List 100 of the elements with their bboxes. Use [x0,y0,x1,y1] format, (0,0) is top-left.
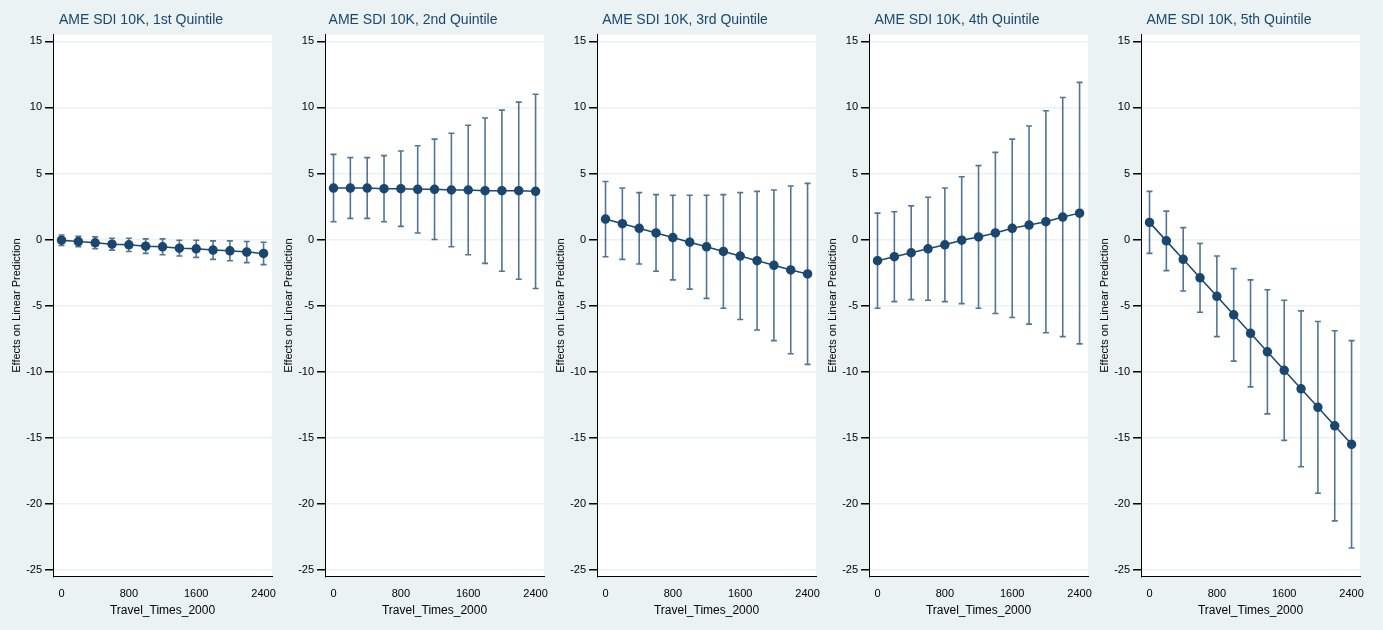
x-tick-label: 2400 [251,587,276,600]
point [651,228,661,238]
point [701,242,712,252]
point [1178,254,1188,265]
y-tick-label: -20 [842,496,859,509]
y-tick-label: -10 [26,364,43,377]
chart-title: AME SDI 10K, 1st Quintile [58,11,224,28]
point [1144,217,1155,228]
point [752,255,762,266]
chart-title: AME SDI 10K, 2nd Quintile [328,11,498,28]
x-tick-label: 0 [602,587,609,600]
y-tick-label: -5 [32,298,43,311]
chart-title: AME SDI 10K, 4th Quintile [874,11,1040,28]
y-tick-label: -5 [1120,298,1131,311]
y-tick-label: 15 [845,34,859,47]
y-tick-label: -25 [298,562,315,575]
y-axis-title: Effects on Linear Prediction [1097,238,1110,373]
x-tick-label: 800 [391,587,411,600]
y-tick-label: -15 [26,430,43,443]
point [735,251,745,261]
y-axis-title: Effects on Linear Prediction [553,238,566,373]
point [1313,402,1323,413]
y-tick-label: 10 [573,100,587,113]
y-tick-label: 15 [29,34,43,47]
y-tick-label: -5 [576,298,587,311]
x-tick-label: 1600 [183,587,209,600]
point [718,246,729,257]
y-tick-label: 5 [851,166,859,179]
y-tick-label: -20 [1114,496,1131,509]
y-tick-label: -20 [570,496,587,509]
point [600,214,611,224]
y-tick-label: -10 [570,364,587,377]
point [258,248,269,259]
point [769,260,779,271]
y-axis-title: Effects on Linear Prediction [281,238,294,373]
y-tick-label: -15 [842,430,859,443]
point [906,248,916,258]
x-tick-label: 800 [119,587,139,600]
point [1296,384,1306,394]
point [889,251,900,262]
x-tick-label: 0 [874,587,881,600]
x-tick-label: 2400 [1339,587,1364,600]
x-tick-label: 2400 [795,587,820,600]
y-tick-label: -25 [842,562,859,575]
point [684,237,695,247]
x-tick-label: 800 [663,587,683,600]
y-axis-title: Effects on Linear Prediction [9,238,22,373]
y-tick-label: -10 [1114,364,1131,377]
point [956,235,967,245]
point [1329,421,1340,431]
point [140,241,151,251]
x-tick-label: 2400 [523,587,548,600]
y-tick-label: 0 [307,232,315,245]
x-axis-title: Travel_Times_2000 [653,603,760,618]
point [1212,291,1222,302]
x-axis-title: Travel_Times_2000 [1197,603,1304,618]
y-axis-title: Effects on Linear Prediction [825,238,838,373]
x-axis-title: Travel_Times_2000 [925,603,1032,618]
point [1041,216,1051,227]
point [1346,439,1357,450]
point [973,232,984,242]
y-tick-label: 5 [307,166,315,179]
y-tick-label: 10 [1117,100,1131,113]
y-tick-label: 0 [851,232,859,245]
x-tick-label: 1600 [455,587,481,600]
y-tick-label: 10 [845,100,859,113]
x-axis-title: Travel_Times_2000 [381,603,488,618]
point [1074,208,1085,218]
y-tick-label: -20 [26,496,43,509]
point [191,244,201,254]
point [1057,212,1068,222]
point [872,255,883,266]
y-tick-label: 0 [35,232,43,245]
x-tick-label: 1600 [727,587,753,600]
y-tick-label: -5 [304,298,315,311]
y-tick-label: -5 [848,298,859,311]
y-tick-label: -10 [842,364,859,377]
y-tick-label: 5 [35,166,43,179]
y-tick-label: 15 [301,34,315,47]
y-tick-label: -25 [1114,562,1131,575]
point [1279,365,1289,376]
x-axis-title: Travel_Times_2000 [109,603,216,618]
x-tick-label: 1600 [1271,587,1297,600]
point [1024,220,1034,230]
point [225,246,235,256]
chart-title: AME SDI 10K, 5th Quintile [1146,11,1312,28]
y-tick-label: 0 [1123,232,1131,245]
chart-title: AME SDI 10K, 3rd Quintile [602,11,769,28]
y-tick-label: 10 [29,100,43,113]
point [1195,273,1205,283]
y-tick-label: -15 [570,430,587,443]
x-tick-label: 800 [935,587,955,600]
point [634,223,644,234]
y-tick-label: -15 [298,430,315,443]
y-tick-label: 5 [1123,166,1131,179]
x-tick-label: 0 [58,587,65,600]
y-tick-label: 5 [579,166,587,179]
point [1262,347,1273,357]
point [617,218,628,229]
x-tick-label: 1600 [999,587,1025,600]
